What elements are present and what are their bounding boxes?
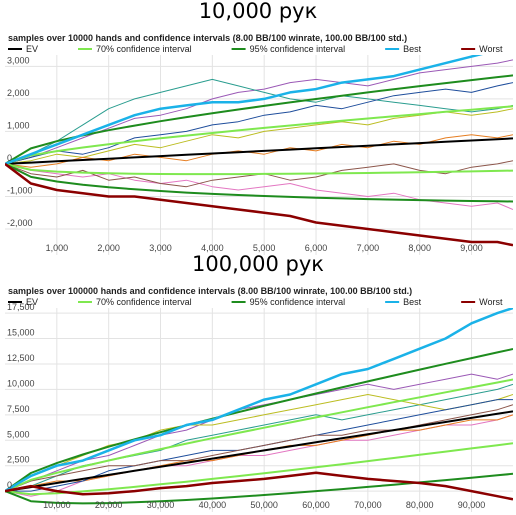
legend-label: EV [26, 44, 38, 54]
x-tick-label: 10,000 [43, 500, 71, 510]
x-tick-label: 6,000 [305, 243, 328, 253]
legend-label: 70% confidence interval [96, 44, 192, 54]
plot-lines [5, 308, 513, 505]
y-tick-label: 1,000 [7, 120, 30, 130]
sample-line [5, 82, 513, 165]
y-tick-label: 12,500 [7, 353, 35, 363]
y-tick-label: 2,500 [7, 455, 30, 465]
sample-line [5, 134, 513, 168]
series-line [5, 55, 484, 166]
series-line [5, 105, 513, 165]
sample-line [5, 399, 513, 492]
legend-label: Best [403, 44, 422, 54]
chart-subtitle: samples over 10000 hands and confidence … [8, 33, 407, 43]
series-line [5, 348, 513, 492]
x-tick-label: 9,000 [460, 243, 483, 253]
x-tick-label: 4,000 [201, 243, 224, 253]
chart-title: 10,000 рук [199, 0, 318, 23]
y-tick-label: 7,500 [7, 404, 30, 414]
x-tick-label: 8,000 [408, 243, 431, 253]
sample-line [5, 404, 513, 492]
series-line [5, 162, 513, 247]
series-line [5, 442, 513, 496]
x-tick-label: 3,000 [149, 243, 172, 253]
legend-label: Worst [479, 297, 503, 307]
series-line [5, 471, 513, 501]
plot-lines [5, 55, 513, 247]
y-tick-label: 0 [7, 153, 12, 163]
legend-label: EV [26, 297, 38, 307]
sample-line [5, 373, 513, 492]
series-line [5, 472, 513, 505]
x-tick-label: 50,000 [250, 500, 278, 510]
legend-label: 70% confidence interval [96, 297, 192, 307]
legend-label: 95% confidence interval [250, 44, 346, 54]
series-line [5, 137, 513, 165]
x-tick-label: 2,000 [97, 243, 120, 253]
legend-label: 95% confidence interval [250, 297, 346, 307]
y-tick-label: 15,000 [7, 328, 35, 338]
legend-label: Worst [479, 44, 503, 54]
chart-title: 100,000 рук [192, 252, 324, 276]
y-tick-label: -1,000 [7, 185, 33, 195]
series-line [5, 308, 513, 493]
series-line [5, 74, 513, 165]
series-line [5, 162, 513, 176]
sample-line [5, 163, 513, 210]
x-tick-label: 40,000 [199, 500, 227, 510]
sample-line [5, 78, 513, 165]
y-tick-label: 2,000 [7, 88, 30, 98]
y-tick-label: -2,000 [7, 218, 33, 228]
series-line [5, 410, 513, 493]
sample-line [5, 394, 513, 492]
x-tick-label: 1,000 [46, 243, 69, 253]
y-tick-label: 17,500 [7, 302, 35, 312]
y-tick-label: 5,000 [7, 429, 30, 439]
chart-subtitle: samples over 100000 hands and confidence… [8, 286, 412, 296]
x-tick-label: 20,000 [95, 500, 123, 510]
series-line [5, 378, 513, 493]
x-tick-label: 60,000 [302, 500, 330, 510]
x-tick-label: 90,000 [458, 500, 486, 510]
x-tick-label: 5,000 [253, 243, 276, 253]
x-tick-label: 80,000 [406, 500, 434, 510]
y-tick-label: 3,000 [7, 55, 30, 65]
series-line [5, 163, 513, 203]
legend-label: Best [403, 297, 422, 307]
y-tick-label: 0 [7, 480, 12, 490]
y-tick-label: 10,000 [7, 378, 35, 388]
x-tick-label: 30,000 [147, 500, 175, 510]
x-tick-label: 7,000 [357, 243, 380, 253]
x-tick-label: 70,000 [354, 500, 382, 510]
